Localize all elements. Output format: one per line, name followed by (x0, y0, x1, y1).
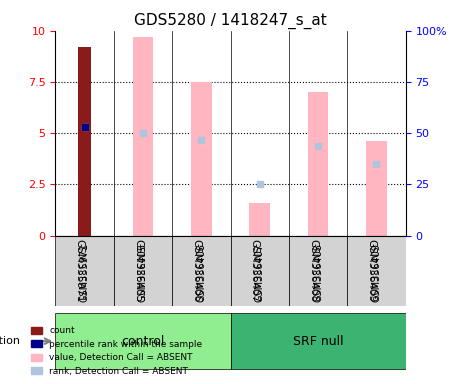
Text: GSM335971: GSM335971 (75, 239, 84, 303)
Text: GSM336407: GSM336407 (254, 243, 265, 302)
Text: SRF null: SRF null (293, 335, 343, 348)
Text: GSM336408: GSM336408 (308, 239, 318, 303)
Bar (78, 47, 91, 236)
FancyBboxPatch shape (114, 236, 172, 306)
FancyBboxPatch shape (289, 236, 347, 306)
Text: control: control (121, 335, 165, 348)
Text: GSM336409: GSM336409 (366, 239, 377, 303)
Text: GSM336405: GSM336405 (133, 239, 143, 303)
Text: GSM336406: GSM336406 (191, 239, 201, 303)
Text: GSM336406: GSM336406 (196, 243, 207, 302)
Legend: count, percentile rank within the sample, value, Detection Call = ABSENT, rank, : count, percentile rank within the sample… (28, 323, 206, 379)
Text: genotype/variation: genotype/variation (0, 336, 20, 346)
Title: GDS5280 / 1418247_s_at: GDS5280 / 1418247_s_at (134, 13, 327, 29)
Text: GSM336409: GSM336409 (372, 243, 382, 302)
Bar (249, 203, 270, 236)
Bar (133, 37, 153, 236)
Text: GSM336405: GSM336405 (138, 243, 148, 302)
Bar (308, 92, 328, 236)
Text: GSM335971: GSM335971 (79, 243, 89, 302)
Bar (191, 82, 212, 236)
FancyBboxPatch shape (230, 313, 406, 369)
Text: GSM336408: GSM336408 (313, 243, 323, 302)
FancyBboxPatch shape (172, 236, 230, 306)
Text: GSM336407: GSM336407 (250, 239, 260, 303)
FancyBboxPatch shape (230, 236, 289, 306)
Bar (366, 141, 387, 236)
FancyBboxPatch shape (347, 236, 406, 306)
FancyBboxPatch shape (55, 236, 114, 306)
FancyBboxPatch shape (55, 313, 230, 369)
